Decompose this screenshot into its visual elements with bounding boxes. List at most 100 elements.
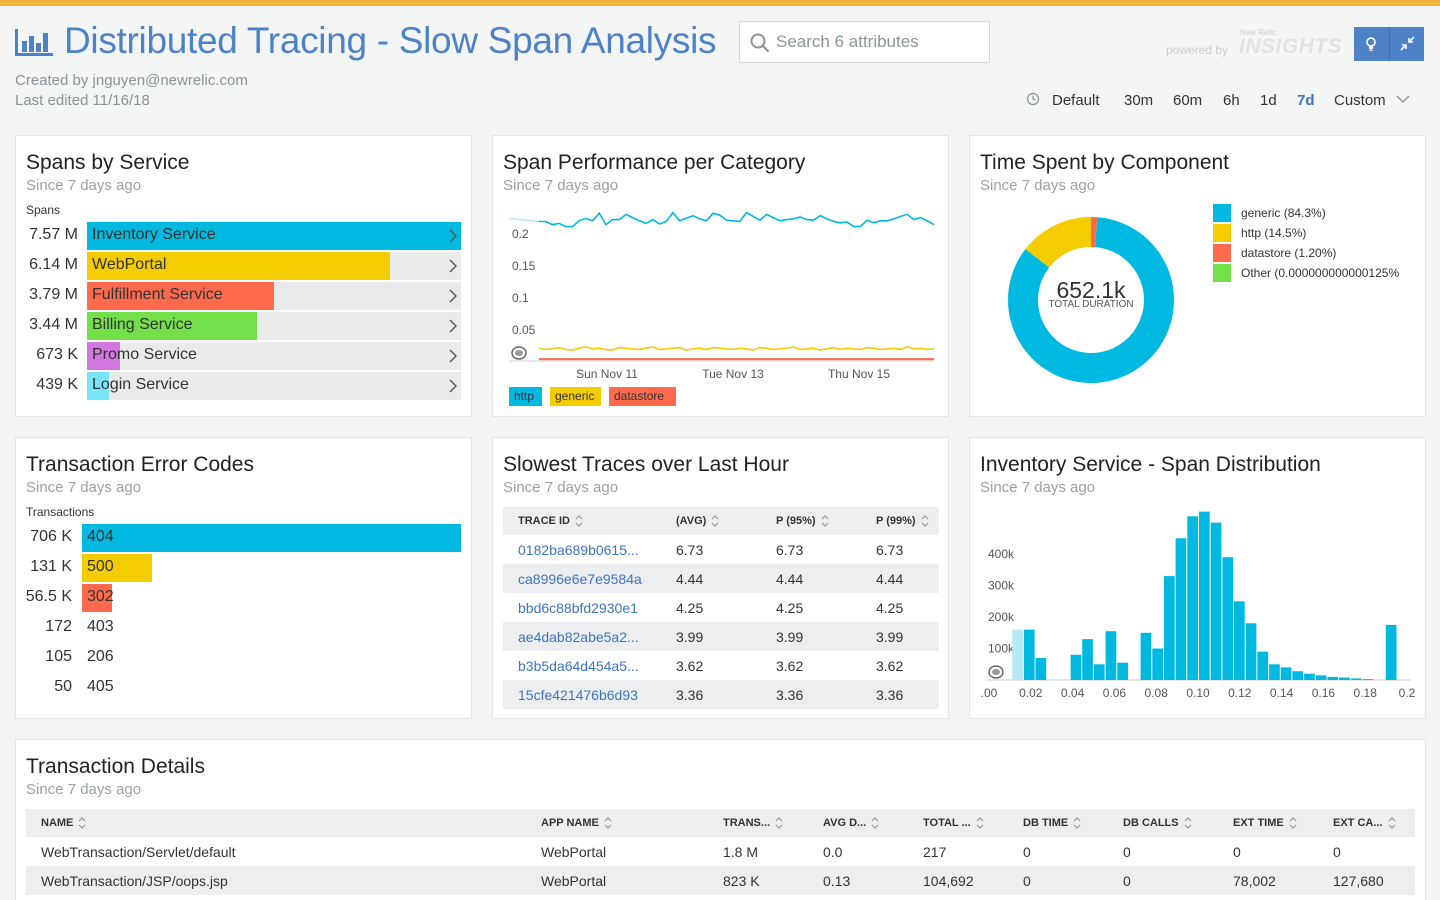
service-bar-row[interactable]: 439 K Login Service <box>16 372 462 400</box>
error-bar-row[interactable]: 706 K 404 <box>16 524 462 552</box>
trace-id-link[interactable]: bbd6c88bfd2930e1 <box>518 599 638 616</box>
table-row[interactable]: ca8996e6e7e9584a 4.44 4.44 4.44 <box>503 564 939 593</box>
sort-icon[interactable] <box>78 817 86 829</box>
histogram-bar[interactable] <box>1082 639 1093 680</box>
error-bar-row[interactable]: 131 K 500 <box>16 554 462 582</box>
trace-id-link[interactable]: 0182ba689b0615... <box>518 541 639 558</box>
table-row[interactable]: b3b5da64d454a5... 3.62 3.62 3.62 <box>503 651 939 680</box>
time-option-default[interactable]: Default <box>1052 92 1100 109</box>
column-header[interactable]: TRANS... <box>708 809 808 837</box>
error-bar-row[interactable]: 172 403 <box>16 614 462 642</box>
table-row[interactable]: WebTransaction/JSP/oops.jsp WebPortal 823 … <box>26 866 1415 895</box>
histogram-bar[interactable] <box>1350 678 1362 680</box>
legend-item[interactable]: datastore (1.20%) <box>1213 244 1403 262</box>
bar-track[interactable]: Login Service <box>87 372 461 400</box>
histogram-bar[interactable] <box>1292 671 1304 680</box>
time-option-7d[interactable]: 7d <box>1297 92 1315 109</box>
histogram-bar[interactable] <box>1140 632 1152 680</box>
sort-icon[interactable] <box>821 515 829 527</box>
donut-slice-2[interactable] <box>1091 217 1098 248</box>
legend-item[interactable]: http (14.5%) <box>1213 224 1403 242</box>
service-bar-row[interactable]: 3.79 M Fulfillment Service <box>16 282 462 310</box>
column-header[interactable]: (AVG) <box>661 507 761 535</box>
service-bar-row[interactable]: 673 K Promo Service <box>16 342 462 370</box>
histogram-bar[interactable] <box>1199 511 1210 680</box>
chevron-right-icon[interactable] <box>449 349 457 363</box>
histogram-bar[interactable] <box>1035 658 1047 680</box>
legend-item[interactable]: generic (84.3%) <box>1213 204 1403 222</box>
error-bar-row[interactable]: 56.5 K 302 <box>16 584 462 612</box>
time-option-6h[interactable]: 6h <box>1223 92 1240 109</box>
legend-item[interactable]: Other (0.000000000000125% <box>1213 264 1403 282</box>
histogram-bar[interactable] <box>1385 624 1397 680</box>
histogram-bar[interactable] <box>1245 623 1257 680</box>
sort-icon[interactable] <box>976 817 984 829</box>
column-header[interactable]: EXT TIME <box>1218 809 1318 837</box>
table-row[interactable]: ae4dab82abe5a2... 3.99 3.99 3.99 <box>503 622 939 651</box>
donut-slice-0[interactable] <box>1008 217 1175 384</box>
histogram-bar[interactable] <box>1269 664 1280 680</box>
column-header[interactable]: DB CALLS <box>1108 809 1218 837</box>
time-option-1d[interactable]: 1d <box>1260 92 1277 109</box>
trace-id-link[interactable]: ca8996e6e7e9584a <box>503 564 661 593</box>
sort-icon[interactable] <box>604 817 612 829</box>
chevron-right-icon[interactable] <box>449 259 457 273</box>
search-input[interactable] <box>776 30 981 54</box>
histogram-bar[interactable] <box>1023 629 1035 680</box>
histogram-bar[interactable] <box>1210 522 1222 680</box>
column-header[interactable]: P (95%) <box>761 507 861 535</box>
bar-track[interactable]: Inventory Service <box>87 222 461 250</box>
bar-track[interactable]: WebPortal <box>87 252 461 280</box>
histogram-bar[interactable] <box>1222 557 1234 680</box>
column-header[interactable]: DB TIME <box>1008 809 1108 837</box>
service-bar-row[interactable]: 7.57 M Inventory Service <box>16 222 462 250</box>
column-header[interactable]: APP NAME <box>526 809 708 837</box>
histogram-bar[interactable] <box>1187 516 1198 680</box>
histogram-bar[interactable] <box>1280 667 1292 680</box>
sort-icon[interactable] <box>1073 817 1081 829</box>
histogram-bar[interactable] <box>1164 576 1175 680</box>
sort-icon[interactable] <box>1184 817 1192 829</box>
histogram-bar[interactable] <box>1105 631 1117 680</box>
column-header[interactable]: TOTAL ... <box>908 809 1008 837</box>
histogram-bar[interactable] <box>1257 651 1269 680</box>
histogram-bar[interactable] <box>1362 679 1374 680</box>
time-option-custom[interactable]: Custom <box>1334 92 1386 109</box>
chevron-right-icon[interactable] <box>449 379 457 393</box>
histogram-bar[interactable] <box>1234 601 1245 680</box>
sort-icon[interactable] <box>1289 817 1297 829</box>
sort-icon[interactable] <box>575 515 583 527</box>
service-bar-row[interactable]: 3.44 M Billing Service <box>16 312 462 340</box>
sort-icon[interactable] <box>921 515 929 527</box>
lightbulb-button[interactable] <box>1354 27 1389 61</box>
trace-id-link[interactable]: b3b5da64d454a5... <box>518 657 639 674</box>
sort-icon[interactable] <box>775 817 783 829</box>
table-row[interactable]: 0182ba689b0615... 6.73 6.73 6.73 <box>503 535 939 564</box>
column-header[interactable]: TRACE ID <box>503 507 661 535</box>
histogram-bar[interactable] <box>1070 654 1082 680</box>
histogram-bar[interactable] <box>1339 677 1350 681</box>
search-box[interactable] <box>739 21 990 63</box>
histogram-bar[interactable] <box>1315 675 1327 680</box>
time-option-60m[interactable]: 60m <box>1173 92 1203 109</box>
service-bar-row[interactable]: 6.14 M WebPortal <box>16 252 462 280</box>
histogram-bar[interactable] <box>1304 673 1315 680</box>
chevron-right-icon[interactable] <box>449 229 457 243</box>
table-row[interactable]: WebTransaction/Servlet/default WebPortal 1… <box>26 837 1415 866</box>
histogram-bar[interactable] <box>1012 629 1023 680</box>
sort-icon[interactable] <box>871 817 879 829</box>
histogram-bar[interactable] <box>1093 664 1105 680</box>
legend-item-http[interactable]: http <box>509 387 542 406</box>
trace-id-link[interactable]: 15cfe421476b6d93 <box>503 680 661 709</box>
table-row[interactable]: bbd6c88bfd2930e1 4.25 4.25 4.25 <box>503 593 939 622</box>
bar-track[interactable]: Promo Service <box>87 342 461 370</box>
bar-track[interactable]: Billing Service <box>87 312 461 340</box>
histogram-bar[interactable] <box>1117 662 1128 680</box>
chevron-right-icon[interactable] <box>449 319 457 333</box>
range-handle-icon[interactable] <box>511 346 527 360</box>
chevron-down-icon[interactable] <box>1396 94 1410 104</box>
sort-icon[interactable] <box>711 515 719 527</box>
column-header[interactable]: P (99%) <box>861 507 939 535</box>
legend-item-generic[interactable]: generic <box>550 387 601 406</box>
column-header[interactable]: EXT CA... <box>1318 809 1415 837</box>
